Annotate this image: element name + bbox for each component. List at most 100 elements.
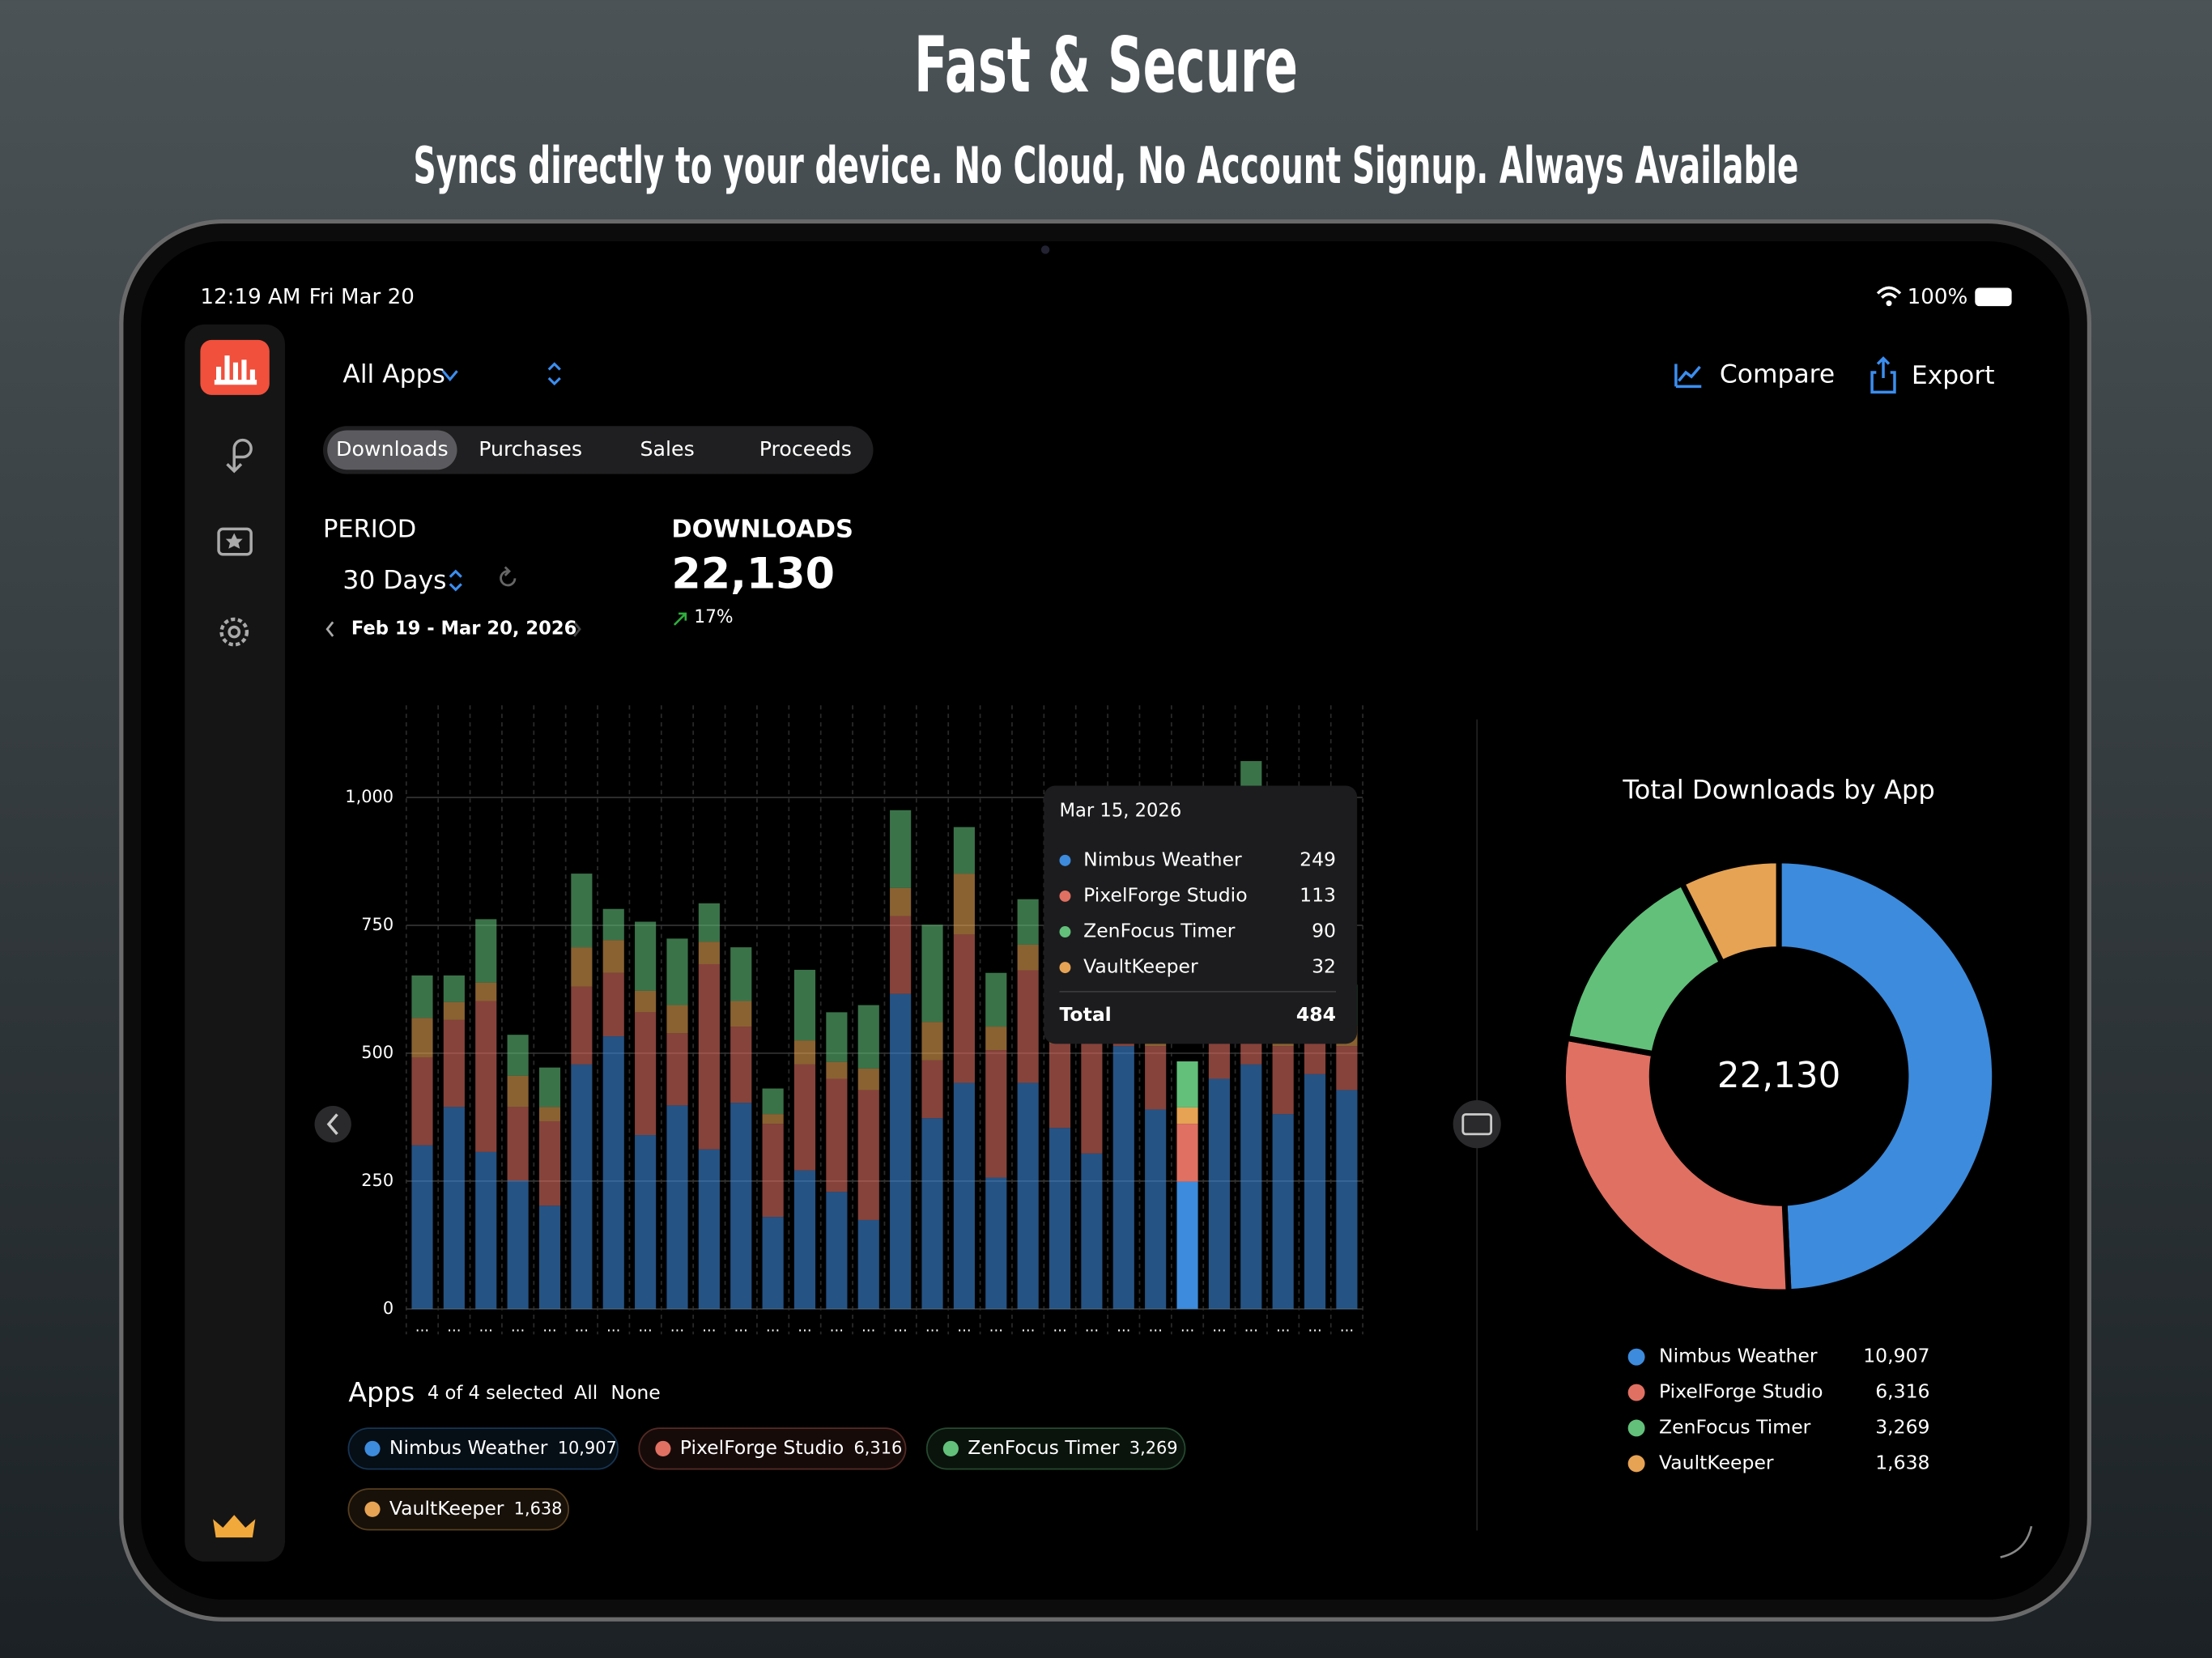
bar-segment[interactable] xyxy=(730,947,752,1001)
bar-segment[interactable] xyxy=(602,972,624,1037)
bar-segment[interactable] xyxy=(635,990,657,1013)
bar-segment[interactable] xyxy=(1208,1078,1230,1309)
bar-segment[interactable] xyxy=(1336,1090,1358,1309)
export-button[interactable]: Export xyxy=(1912,361,1995,390)
bar-segment[interactable] xyxy=(602,940,624,973)
bar-segment[interactable] xyxy=(1304,1073,1326,1309)
bar-segment[interactable] xyxy=(826,1078,848,1192)
bar-segment[interactable] xyxy=(666,1105,688,1309)
bar-segment[interactable] xyxy=(443,975,465,1002)
bar-segment[interactable] xyxy=(475,1001,497,1152)
select-all[interactable]: All xyxy=(574,1381,598,1404)
tab[interactable]: Purchases xyxy=(479,437,582,461)
bar-segment[interactable] xyxy=(635,1012,657,1136)
bar-segment[interactable] xyxy=(1081,1153,1103,1309)
bar-segment[interactable] xyxy=(1176,1181,1198,1309)
bar-segment[interactable] xyxy=(921,1060,943,1119)
bar-segment[interactable] xyxy=(698,1149,720,1309)
bar-segment[interactable] xyxy=(953,1082,975,1309)
bar-segment[interactable] xyxy=(1017,1082,1039,1309)
bar-segment[interactable] xyxy=(1176,1061,1198,1107)
bar-segment[interactable] xyxy=(571,947,593,987)
bar-segment[interactable] xyxy=(538,1107,561,1121)
bar-segment[interactable] xyxy=(793,1064,816,1171)
bar-segment[interactable] xyxy=(826,1012,848,1062)
scroll-left[interactable] xyxy=(314,1106,351,1143)
bar-segment[interactable] xyxy=(857,1068,879,1090)
bar-segment[interactable] xyxy=(538,1067,561,1107)
tab[interactable]: Sales xyxy=(640,437,695,461)
bar-segment[interactable] xyxy=(857,1090,879,1220)
bar-segment[interactable] xyxy=(698,963,720,1150)
reviews-nav[interactable] xyxy=(217,527,253,556)
compare-button[interactable]: Compare xyxy=(1720,359,1835,389)
bar-segment[interactable] xyxy=(507,1180,529,1309)
bar-segment[interactable] xyxy=(730,1103,752,1309)
bar-segment[interactable] xyxy=(730,1027,752,1103)
bar-segment[interactable] xyxy=(507,1075,529,1107)
app-chip[interactable] xyxy=(925,1427,1186,1470)
bar-segment[interactable] xyxy=(890,993,912,1309)
bar-segment[interactable] xyxy=(602,908,624,941)
bar-segment[interactable] xyxy=(1336,1046,1358,1090)
panel-toggle[interactable] xyxy=(1453,1100,1501,1149)
bar-segment[interactable] xyxy=(890,887,912,916)
settings-nav[interactable] xyxy=(219,617,249,647)
donut-slice[interactable] xyxy=(1560,1035,1792,1295)
bar-segment[interactable] xyxy=(921,1022,943,1061)
bar-segment[interactable] xyxy=(953,874,975,935)
bar-segment[interactable] xyxy=(793,969,816,1041)
bar-segment[interactable] xyxy=(730,1001,752,1027)
bar-segment[interactable] xyxy=(1049,1128,1071,1309)
bar-segment[interactable] xyxy=(635,921,657,991)
bar-segment[interactable] xyxy=(953,934,975,1083)
bar-segment[interactable] xyxy=(1017,899,1039,945)
bar-segment[interactable] xyxy=(1145,1109,1167,1309)
bar-segment[interactable] xyxy=(538,1205,561,1309)
bar-segment[interactable] xyxy=(921,1118,943,1309)
bar-segment[interactable] xyxy=(1272,1046,1294,1115)
bar-segment[interactable] xyxy=(602,1036,624,1309)
bar-segment[interactable] xyxy=(507,1107,529,1181)
bar-segment[interactable] xyxy=(507,1035,529,1076)
bar-segment[interactable] xyxy=(411,1056,433,1146)
next-period[interactable] xyxy=(573,621,581,637)
bar-segment[interactable] xyxy=(443,1001,465,1020)
bar-segment[interactable] xyxy=(793,1040,816,1065)
app-picker[interactable]: All Apps xyxy=(342,359,445,389)
bar-segment[interactable] xyxy=(985,1050,1007,1178)
tab[interactable]: Downloads xyxy=(336,437,449,461)
app-chip[interactable] xyxy=(347,1427,619,1470)
bar-segment[interactable] xyxy=(475,919,497,983)
prev-period[interactable] xyxy=(325,621,334,637)
app-chip[interactable] xyxy=(638,1427,907,1470)
bar-segment[interactable] xyxy=(985,1177,1007,1309)
bar-segment[interactable] xyxy=(571,986,593,1065)
bar-segment[interactable] xyxy=(571,874,593,948)
bar-segment[interactable] xyxy=(1081,1043,1103,1154)
bar-segment[interactable] xyxy=(890,916,912,994)
bar-segment[interactable] xyxy=(1176,1124,1198,1182)
bar-segment[interactable] xyxy=(666,1033,688,1106)
bar-segment[interactable] xyxy=(857,1005,879,1069)
bar-segment[interactable] xyxy=(411,1018,433,1057)
bar-segment[interactable] xyxy=(985,972,1007,1027)
bar-segment[interactable] xyxy=(793,1170,816,1309)
bar-segment[interactable] xyxy=(762,1114,784,1124)
bar-segment[interactable] xyxy=(857,1219,879,1309)
bar-segment[interactable] xyxy=(1272,1114,1294,1309)
bar-segment[interactable] xyxy=(826,1061,848,1079)
donut-slice[interactable] xyxy=(1678,857,1782,967)
select-none[interactable]: None xyxy=(610,1381,660,1404)
bar-segment[interactable] xyxy=(1112,1046,1134,1309)
bar-segment[interactable] xyxy=(762,1217,784,1309)
bar-segment[interactable] xyxy=(571,1064,593,1309)
period-picker[interactable]: 30 Days xyxy=(342,566,446,595)
bar-segment[interactable] xyxy=(1017,944,1039,971)
bar-segment[interactable] xyxy=(635,1135,657,1309)
bar-segment[interactable] xyxy=(698,942,720,964)
bar-segment[interactable] xyxy=(1145,1046,1167,1110)
tab[interactable]: Proceeds xyxy=(759,437,852,461)
donut-slice[interactable] xyxy=(1776,857,1998,1295)
bar-segment[interactable] xyxy=(985,1027,1007,1051)
